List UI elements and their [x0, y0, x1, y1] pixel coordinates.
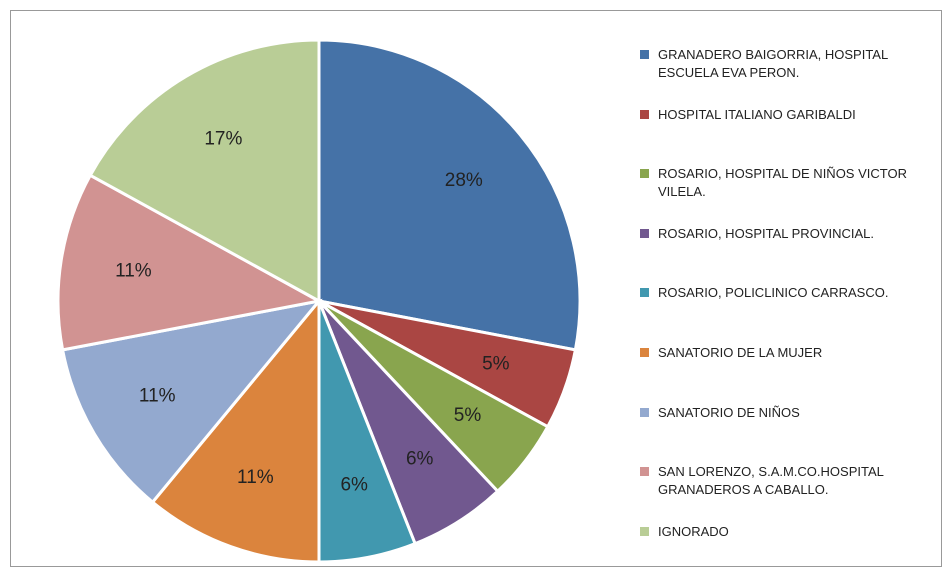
data-label: 11% — [237, 467, 274, 488]
data-label: 28% — [445, 170, 483, 191]
legend-label: SAN LORENZO, S.A.M.CO.HOSPITAL GRANADERO… — [658, 464, 884, 498]
legend-label: GRANADERO BAIGORRIA, HOSPITAL ESCUELA EV… — [658, 47, 888, 80]
pie-slice — [317, 38, 582, 352]
legend-item: ROSARIO, POLICLINICO CARRASCO. — [640, 284, 948, 302]
legend-swatch — [640, 288, 649, 298]
legend-swatch — [640, 407, 649, 417]
legend-swatch — [640, 228, 649, 238]
data-label: 11% — [115, 261, 152, 282]
legend-item: IGNORADO — [640, 523, 948, 541]
pie-slice — [60, 298, 323, 505]
legend-swatch — [640, 467, 649, 477]
legend-item: ROSARIO, HOSPITAL PROVINCIAL. — [640, 225, 948, 243]
legend-swatch — [640, 169, 649, 179]
data-label: 6% — [406, 449, 434, 470]
legend-label: SANATORIO DE LA MUJER — [658, 345, 823, 360]
legend-item: SAN LORENZO, S.A.M.CO.HOSPITAL GRANADERO… — [640, 463, 948, 499]
data-label: 5% — [454, 405, 482, 426]
legend-swatch — [640, 348, 649, 357]
data-label: 17% — [204, 128, 242, 149]
legend-item: SANATORIO DE LA MUJER — [640, 344, 948, 362]
data-label: 6% — [340, 475, 368, 496]
frame — [10, 10, 942, 567]
legend-label: SANATORIO DE NIÑOS — [658, 404, 800, 420]
legend-label: HOSPITAL ITALIANO GARIBALDI — [658, 106, 856, 122]
legend-item: HOSPITAL ITALIANO GARIBALDI — [640, 106, 948, 124]
legend-item: ROSARIO, HOSPITAL DE NIÑOS VICTOR VILELA… — [640, 165, 948, 201]
legend-swatch — [640, 109, 649, 119]
legend-item: GRANADERO BAIGORRIA, HOSPITAL ESCUELA EV… — [640, 46, 948, 82]
legend-swatch — [640, 526, 649, 536]
data-label: 11% — [139, 386, 176, 407]
legend-swatch — [640, 50, 649, 59]
legend-label: ROSARIO, HOSPITAL PROVINCIAL. — [658, 225, 874, 241]
pie-slice — [56, 173, 324, 352]
data-label: 5% — [482, 354, 510, 375]
legend-item: SANATORIO DE NIÑOS — [640, 404, 948, 422]
legend-label: ROSARIO, POLICLINICO CARRASCO. — [658, 285, 889, 301]
pie-slice — [150, 296, 321, 564]
pie-slice — [88, 38, 321, 304]
legend-label: ROSARIO, HOSPITAL DE NIÑOS VICTOR VILELA… — [658, 166, 907, 200]
legend-label: IGNORADO — [658, 523, 729, 539]
